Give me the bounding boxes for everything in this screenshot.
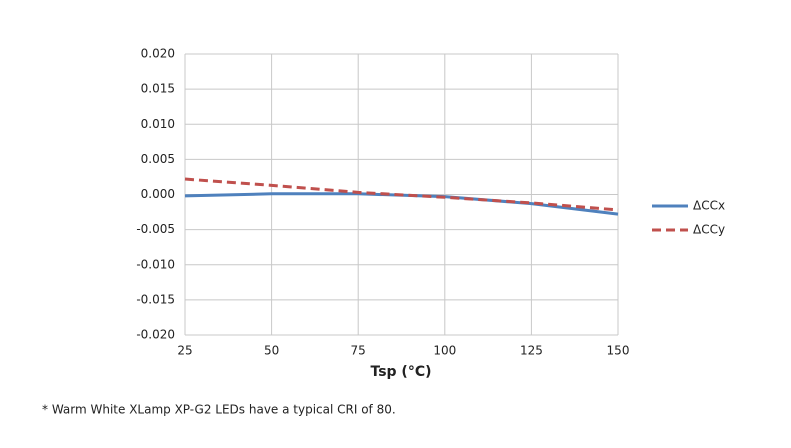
x-tick-label: 125 (520, 344, 543, 358)
legend-label: ΔCCy (693, 223, 725, 237)
x-axis-title: Tsp (°C) (371, 364, 432, 380)
y-tick-label: 0.005 (141, 152, 175, 166)
footnote: * Warm White XLamp XP-G2 LEDs have a typ… (42, 403, 396, 417)
y-tick-label: -0.020 (136, 328, 175, 342)
y-tick-label: -0.010 (136, 257, 175, 271)
y-tick-label: -0.015 (136, 292, 175, 306)
legend-label: ΔCCx (693, 199, 725, 213)
y-tick-label: 0.010 (141, 117, 175, 131)
x-tick-label: 50 (264, 344, 279, 358)
x-tick-label: 100 (433, 344, 456, 358)
data-line (184, 177, 619, 212)
y-tick-label: 0.020 (141, 47, 175, 61)
x-tick-label: 150 (607, 344, 630, 358)
y-tick-label: -0.005 (136, 222, 175, 236)
y-tick-label: 0.000 (141, 187, 175, 201)
y-tick-label: 0.015 (141, 82, 175, 96)
x-tick-label: 75 (351, 344, 366, 358)
x-tick-label: 25 (177, 344, 192, 358)
